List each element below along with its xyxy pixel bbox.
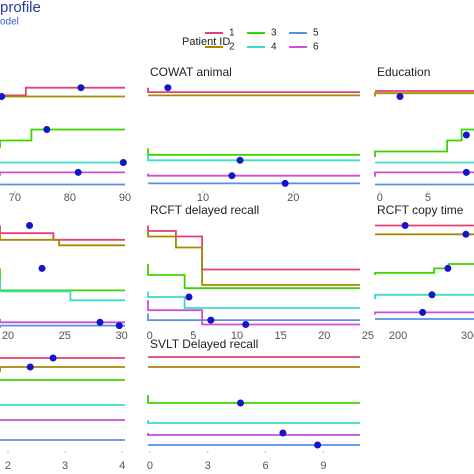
observation-point <box>185 293 193 301</box>
profile-line <box>147 154 360 162</box>
profile-line <box>0 366 125 372</box>
panel-title: SVLT Delayed recall <box>150 337 258 351</box>
x-tick-label: 80 <box>64 192 76 204</box>
x-tick-label: 20 <box>2 330 14 342</box>
observation-point <box>207 316 215 324</box>
profile-line <box>147 433 360 436</box>
x-tick-label: 6 <box>263 460 269 472</box>
legend-label: 5 <box>313 28 319 39</box>
observation-point <box>96 318 104 326</box>
x-tick-label: 4 <box>119 460 125 472</box>
profile-line <box>147 291 360 309</box>
profile-line <box>147 395 360 404</box>
observation-point <box>49 354 57 362</box>
x-tick-label: 10 <box>197 192 209 204</box>
profile-line <box>147 231 360 286</box>
profile-line <box>147 225 360 271</box>
profile-line <box>0 268 125 292</box>
panel-title: COWAT animal <box>150 65 232 79</box>
observation-point <box>26 222 34 229</box>
x-tick-label: 15 <box>274 330 286 342</box>
x-tick-label: 20 <box>318 330 330 342</box>
profile-line <box>147 300 360 326</box>
profile-line <box>147 420 360 424</box>
observation-point <box>401 222 409 229</box>
x-tick-label: 9 <box>320 460 326 472</box>
x-tick-label: 90 <box>119 192 131 204</box>
profile-line <box>0 324 125 328</box>
panel-title: RCFT delayed recall <box>150 203 259 217</box>
profile-line <box>0 319 125 324</box>
profile-line <box>147 148 360 156</box>
observation-point <box>0 93 6 100</box>
profile-line <box>0 86 125 97</box>
observation-point <box>237 399 245 407</box>
observation-point <box>462 230 470 238</box>
observation-point <box>74 168 82 176</box>
x-tick-label: 300 <box>461 330 474 342</box>
profile-line <box>374 263 474 275</box>
x-tick-label: 2 <box>5 460 11 472</box>
observation-point <box>43 126 51 133</box>
x-tick-label: 20 <box>287 192 299 204</box>
legend-label: 2 <box>229 42 235 53</box>
x-tick-label: 5 <box>190 330 196 342</box>
observation-point <box>279 429 287 437</box>
profile-line <box>374 311 474 315</box>
profile-line <box>147 173 360 177</box>
observation-point <box>242 321 250 328</box>
legend-title: Patient ID <box>182 36 230 48</box>
x-tick-label: 25 <box>59 330 71 342</box>
observation-point <box>428 291 436 299</box>
x-tick-label: 0 <box>377 192 383 204</box>
observation-point <box>462 168 470 176</box>
chart-title: profile <box>0 0 41 16</box>
legend-label: 6 <box>313 42 319 53</box>
observation-point <box>228 172 236 180</box>
x-tick-label: 3 <box>62 460 68 472</box>
observation-point <box>38 264 46 272</box>
x-tick-label: 0 <box>147 330 153 342</box>
profile-line <box>0 278 125 302</box>
observation-point <box>462 131 470 139</box>
panel-title: Education <box>377 65 430 79</box>
x-tick-label: 25 <box>362 330 374 342</box>
profile-line <box>147 313 360 321</box>
profile-line <box>374 92 474 97</box>
panel-title: RCFT copy time <box>377 203 464 217</box>
x-tick-label: 5 <box>425 192 431 204</box>
legend-label: 4 <box>271 42 277 53</box>
x-tick-label: 200 <box>389 330 407 342</box>
profile-line <box>374 293 474 300</box>
observation-point <box>164 84 172 92</box>
chart-subtitle: odel <box>0 17 19 28</box>
profile-line <box>0 128 125 149</box>
x-tick-label: 10 <box>231 330 243 342</box>
observation-point <box>77 84 85 92</box>
profile-line <box>374 128 474 157</box>
x-tick-label: 30 <box>115 330 127 342</box>
profile-line <box>0 225 125 241</box>
observation-point <box>236 156 244 164</box>
observation-point <box>26 363 34 371</box>
legend-label: 3 <box>271 28 277 39</box>
profile-line <box>147 87 360 93</box>
x-tick-label: 0 <box>147 460 153 472</box>
profile-line <box>0 233 125 247</box>
observation-point <box>115 322 123 330</box>
observation-point <box>281 179 289 187</box>
observation-point <box>444 264 452 272</box>
profile-line <box>147 264 360 290</box>
legend-label: 1 <box>229 28 235 39</box>
x-tick-label: 3 <box>205 460 211 472</box>
observation-point <box>396 93 404 100</box>
observation-point <box>314 441 322 449</box>
observation-point <box>419 308 427 316</box>
observation-point <box>119 159 127 166</box>
x-tick-label: 70 <box>9 192 21 204</box>
profile-line <box>0 171 125 176</box>
